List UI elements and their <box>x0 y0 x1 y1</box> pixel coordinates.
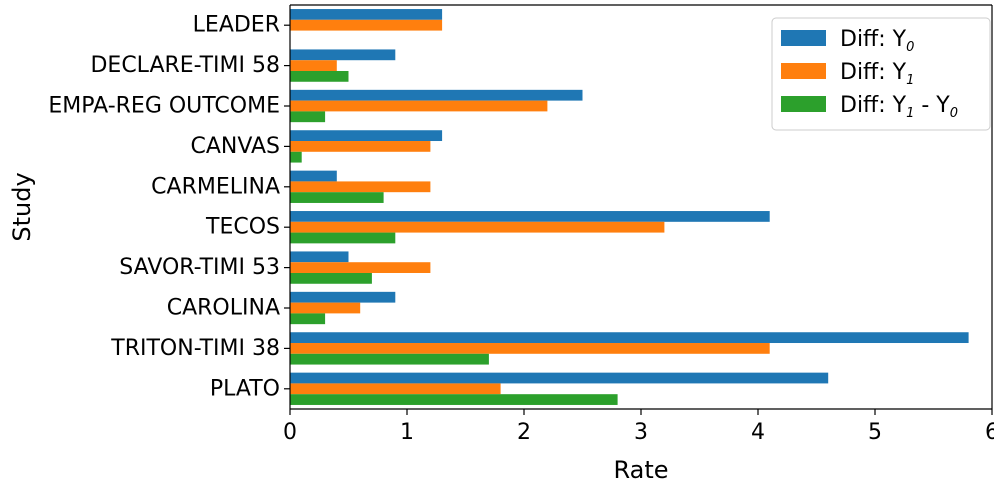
bar <box>290 211 770 222</box>
y-tick-label: CAROLINA <box>167 296 280 321</box>
bar <box>290 141 431 152</box>
bar <box>290 60 337 71</box>
bar <box>290 353 489 365</box>
bar <box>290 130 443 142</box>
bar <box>290 181 431 193</box>
bar <box>290 383 501 395</box>
x-tick-label: 6 <box>985 420 994 445</box>
legend: Diff: Y0 Diff: Y1 Diff: Y1 - Y0 <box>771 17 991 131</box>
y-tick-label: TECOS <box>205 215 280 240</box>
y-tick-label: CANVAS <box>190 134 280 159</box>
legend-swatch <box>781 30 826 46</box>
bar <box>290 100 548 112</box>
bar <box>290 151 302 163</box>
y-tick-label: CARMELINA <box>151 174 280 199</box>
legend-label: Diff: Y0 <box>840 27 914 55</box>
y-tick-label: TRITON-TIMI 38 <box>110 336 280 361</box>
bar <box>290 291 396 303</box>
legend-label: Diff: Y1 - Y0 <box>840 93 958 121</box>
bar <box>290 272 372 284</box>
bar <box>290 332 969 344</box>
x-tick-label: 5 <box>868 420 882 445</box>
bar <box>290 111 326 123</box>
y-tick-label: SAVOR-TIMI 53 <box>119 255 280 280</box>
x-axis-label: Rate <box>613 456 668 484</box>
y-axis-label: Study <box>8 172 36 241</box>
x-tick-label: 3 <box>634 420 648 445</box>
y-tick-label: LEADER <box>193 13 280 38</box>
legend-swatch <box>781 63 826 79</box>
bar <box>290 192 384 203</box>
bar <box>290 70 349 82</box>
bar <box>290 170 337 182</box>
bar <box>290 251 349 263</box>
bar <box>290 9 443 20</box>
x-tick-label: 2 <box>517 420 531 445</box>
bar <box>290 372 829 384</box>
bar <box>290 49 396 61</box>
bar <box>290 19 443 31</box>
y-tick-label: EMPA-REG OUTCOME <box>48 94 280 119</box>
bar <box>290 221 665 233</box>
bar <box>290 262 431 273</box>
x-tick-label: 4 <box>751 420 765 445</box>
bar <box>290 89 583 101</box>
bar <box>290 313 326 325</box>
bar <box>290 302 361 314</box>
y-tick-label: PLATO <box>210 376 280 401</box>
legend-swatch <box>781 96 826 112</box>
bar <box>290 232 396 244</box>
x-tick-label: 0 <box>283 420 297 445</box>
bar <box>290 343 770 354</box>
legend-label: Diff: Y1 <box>840 60 914 88</box>
bar <box>290 394 618 405</box>
legend-frame <box>771 17 991 131</box>
plot-area: LEADER DECLARE-TIMI 58 EMPA-REG OUTCOME CAN… <box>48 4 994 445</box>
y-tick-label: DECLARE-TIMI 58 <box>90 53 280 78</box>
x-tick-label: 1 <box>400 420 414 445</box>
